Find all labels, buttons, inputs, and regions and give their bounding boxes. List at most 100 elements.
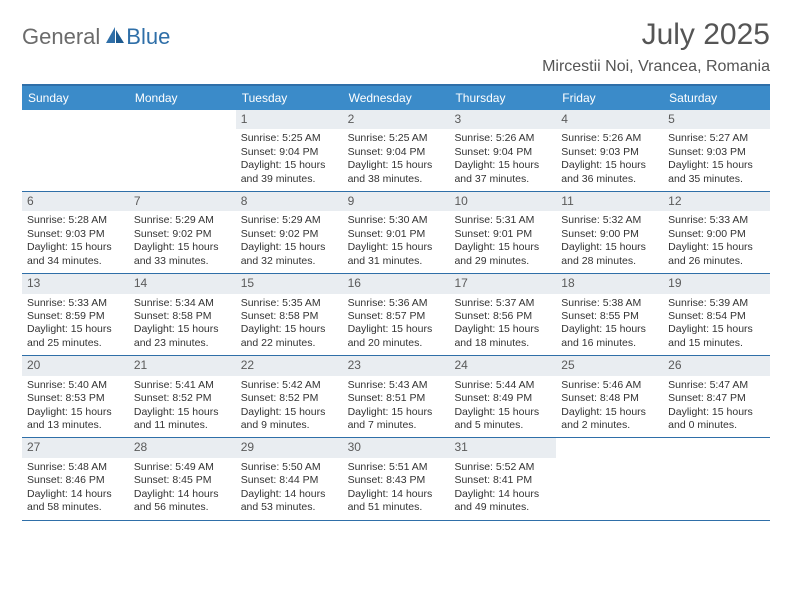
sunset-text: Sunset: 9:03 PM — [561, 146, 658, 159]
cell-body: Sunrise: 5:25 AMSunset: 9:04 PMDaylight:… — [236, 129, 343, 191]
day-number: 26 — [663, 356, 770, 375]
daylight-text: Daylight: 15 hours and 36 minutes. — [561, 159, 658, 186]
cell-body: Sunrise: 5:36 AMSunset: 8:57 PMDaylight:… — [343, 294, 450, 356]
cell-body: Sunrise: 5:35 AMSunset: 8:58 PMDaylight:… — [236, 294, 343, 356]
sunrise-text: Sunrise: 5:33 AM — [668, 214, 765, 227]
sunset-text: Sunset: 9:02 PM — [241, 228, 338, 241]
sunrise-text: Sunrise: 5:40 AM — [27, 379, 124, 392]
day-number: 18 — [556, 274, 663, 293]
sunrise-text: Sunrise: 5:26 AM — [561, 132, 658, 145]
sunrise-text: Sunrise: 5:27 AM — [668, 132, 765, 145]
sunrise-text: Sunrise: 5:52 AM — [454, 461, 551, 474]
cell-body: Sunrise: 5:44 AMSunset: 8:49 PMDaylight:… — [449, 376, 556, 438]
daylight-text: Daylight: 15 hours and 2 minutes. — [561, 406, 658, 433]
cell-body: Sunrise: 5:38 AMSunset: 8:55 PMDaylight:… — [556, 294, 663, 356]
sunrise-text: Sunrise: 5:37 AM — [454, 297, 551, 310]
daylight-text: Daylight: 15 hours and 9 minutes. — [241, 406, 338, 433]
location: Mircestii Noi, Vrancea, Romania — [542, 58, 770, 76]
daylight-text: Daylight: 14 hours and 58 minutes. — [27, 488, 124, 515]
header: General Blue July 2025 Mircestii Noi, Vr… — [22, 18, 770, 76]
calendar-cell: 8Sunrise: 5:29 AMSunset: 9:02 PMDaylight… — [236, 192, 343, 273]
sunrise-text: Sunrise: 5:41 AM — [134, 379, 231, 392]
sunrise-text: Sunrise: 5:47 AM — [668, 379, 765, 392]
calendar-cell: 13Sunrise: 5:33 AMSunset: 8:59 PMDayligh… — [22, 274, 129, 355]
calendar-cell — [556, 438, 663, 519]
day-header: Thursday — [449, 86, 556, 110]
cell-body: Sunrise: 5:34 AMSunset: 8:58 PMDaylight:… — [129, 294, 236, 356]
day-number — [663, 438, 770, 457]
sunrise-text: Sunrise: 5:36 AM — [348, 297, 445, 310]
calendar-cell: 7Sunrise: 5:29 AMSunset: 9:02 PMDaylight… — [129, 192, 236, 273]
calendar-cell: 31Sunrise: 5:52 AMSunset: 8:41 PMDayligh… — [449, 438, 556, 519]
calendar-cell: 26Sunrise: 5:47 AMSunset: 8:47 PMDayligh… — [663, 356, 770, 437]
day-number: 29 — [236, 438, 343, 457]
day-number — [129, 110, 236, 129]
sunset-text: Sunset: 8:45 PM — [134, 474, 231, 487]
week-row: 27Sunrise: 5:48 AMSunset: 8:46 PMDayligh… — [22, 438, 770, 520]
sunset-text: Sunset: 8:41 PM — [454, 474, 551, 487]
cell-body: Sunrise: 5:51 AMSunset: 8:43 PMDaylight:… — [343, 458, 450, 520]
cell-body: Sunrise: 5:33 AMSunset: 9:00 PMDaylight:… — [663, 211, 770, 273]
day-number: 12 — [663, 192, 770, 211]
sunset-text: Sunset: 8:44 PM — [241, 474, 338, 487]
day-number: 15 — [236, 274, 343, 293]
day-header: Saturday — [663, 86, 770, 110]
cell-body: Sunrise: 5:26 AMSunset: 9:04 PMDaylight:… — [449, 129, 556, 191]
calendar-cell: 25Sunrise: 5:46 AMSunset: 8:48 PMDayligh… — [556, 356, 663, 437]
logo-sail-icon — [104, 25, 126, 50]
sunset-text: Sunset: 9:01 PM — [454, 228, 551, 241]
calendar-cell: 24Sunrise: 5:44 AMSunset: 8:49 PMDayligh… — [449, 356, 556, 437]
sunrise-text: Sunrise: 5:29 AM — [134, 214, 231, 227]
day-number: 3 — [449, 110, 556, 129]
cell-body: Sunrise: 5:47 AMSunset: 8:47 PMDaylight:… — [663, 376, 770, 438]
logo-text-blue: Blue — [126, 24, 170, 50]
day-number: 2 — [343, 110, 450, 129]
cell-body: Sunrise: 5:33 AMSunset: 8:59 PMDaylight:… — [22, 294, 129, 356]
cell-body: Sunrise: 5:50 AMSunset: 8:44 PMDaylight:… — [236, 458, 343, 520]
cell-body: Sunrise: 5:32 AMSunset: 9:00 PMDaylight:… — [556, 211, 663, 273]
sunrise-text: Sunrise: 5:49 AM — [134, 461, 231, 474]
day-number: 22 — [236, 356, 343, 375]
day-number: 24 — [449, 356, 556, 375]
sunrise-text: Sunrise: 5:42 AM — [241, 379, 338, 392]
day-number: 30 — [343, 438, 450, 457]
day-header: Monday — [129, 86, 236, 110]
day-number: 23 — [343, 356, 450, 375]
day-number: 9 — [343, 192, 450, 211]
daylight-text: Daylight: 15 hours and 35 minutes. — [668, 159, 765, 186]
sunset-text: Sunset: 8:52 PM — [134, 392, 231, 405]
sunrise-text: Sunrise: 5:32 AM — [561, 214, 658, 227]
cell-body — [556, 458, 663, 466]
day-number: 8 — [236, 192, 343, 211]
sunrise-text: Sunrise: 5:38 AM — [561, 297, 658, 310]
sunset-text: Sunset: 9:04 PM — [241, 146, 338, 159]
sunrise-text: Sunrise: 5:26 AM — [454, 132, 551, 145]
calendar-cell: 27Sunrise: 5:48 AMSunset: 8:46 PMDayligh… — [22, 438, 129, 519]
cell-body: Sunrise: 5:39 AMSunset: 8:54 PMDaylight:… — [663, 294, 770, 356]
cell-body: Sunrise: 5:28 AMSunset: 9:03 PMDaylight:… — [22, 211, 129, 273]
daylight-text: Daylight: 15 hours and 0 minutes. — [668, 406, 765, 433]
calendar-cell: 29Sunrise: 5:50 AMSunset: 8:44 PMDayligh… — [236, 438, 343, 519]
cell-body: Sunrise: 5:27 AMSunset: 9:03 PMDaylight:… — [663, 129, 770, 191]
calendar-cell: 2Sunrise: 5:25 AMSunset: 9:04 PMDaylight… — [343, 110, 450, 191]
cell-body: Sunrise: 5:43 AMSunset: 8:51 PMDaylight:… — [343, 376, 450, 438]
sunrise-text: Sunrise: 5:44 AM — [454, 379, 551, 392]
calendar-cell: 6Sunrise: 5:28 AMSunset: 9:03 PMDaylight… — [22, 192, 129, 273]
daylight-text: Daylight: 15 hours and 34 minutes. — [27, 241, 124, 268]
weeks-container: 1Sunrise: 5:25 AMSunset: 9:04 PMDaylight… — [22, 110, 770, 521]
cell-body: Sunrise: 5:49 AMSunset: 8:45 PMDaylight:… — [129, 458, 236, 520]
cell-body: Sunrise: 5:52 AMSunset: 8:41 PMDaylight:… — [449, 458, 556, 520]
daylight-text: Daylight: 15 hours and 16 minutes. — [561, 323, 658, 350]
daylight-text: Daylight: 15 hours and 32 minutes. — [241, 241, 338, 268]
daylight-text: Daylight: 15 hours and 25 minutes. — [27, 323, 124, 350]
sunset-text: Sunset: 8:54 PM — [668, 310, 765, 323]
calendar-cell: 9Sunrise: 5:30 AMSunset: 9:01 PMDaylight… — [343, 192, 450, 273]
sunset-text: Sunset: 8:49 PM — [454, 392, 551, 405]
day-number: 11 — [556, 192, 663, 211]
calendar-cell: 18Sunrise: 5:38 AMSunset: 8:55 PMDayligh… — [556, 274, 663, 355]
calendar-cell: 28Sunrise: 5:49 AMSunset: 8:45 PMDayligh… — [129, 438, 236, 519]
day-header: Friday — [556, 86, 663, 110]
daylight-text: Daylight: 15 hours and 26 minutes. — [668, 241, 765, 268]
sunrise-text: Sunrise: 5:51 AM — [348, 461, 445, 474]
sunrise-text: Sunrise: 5:28 AM — [27, 214, 124, 227]
